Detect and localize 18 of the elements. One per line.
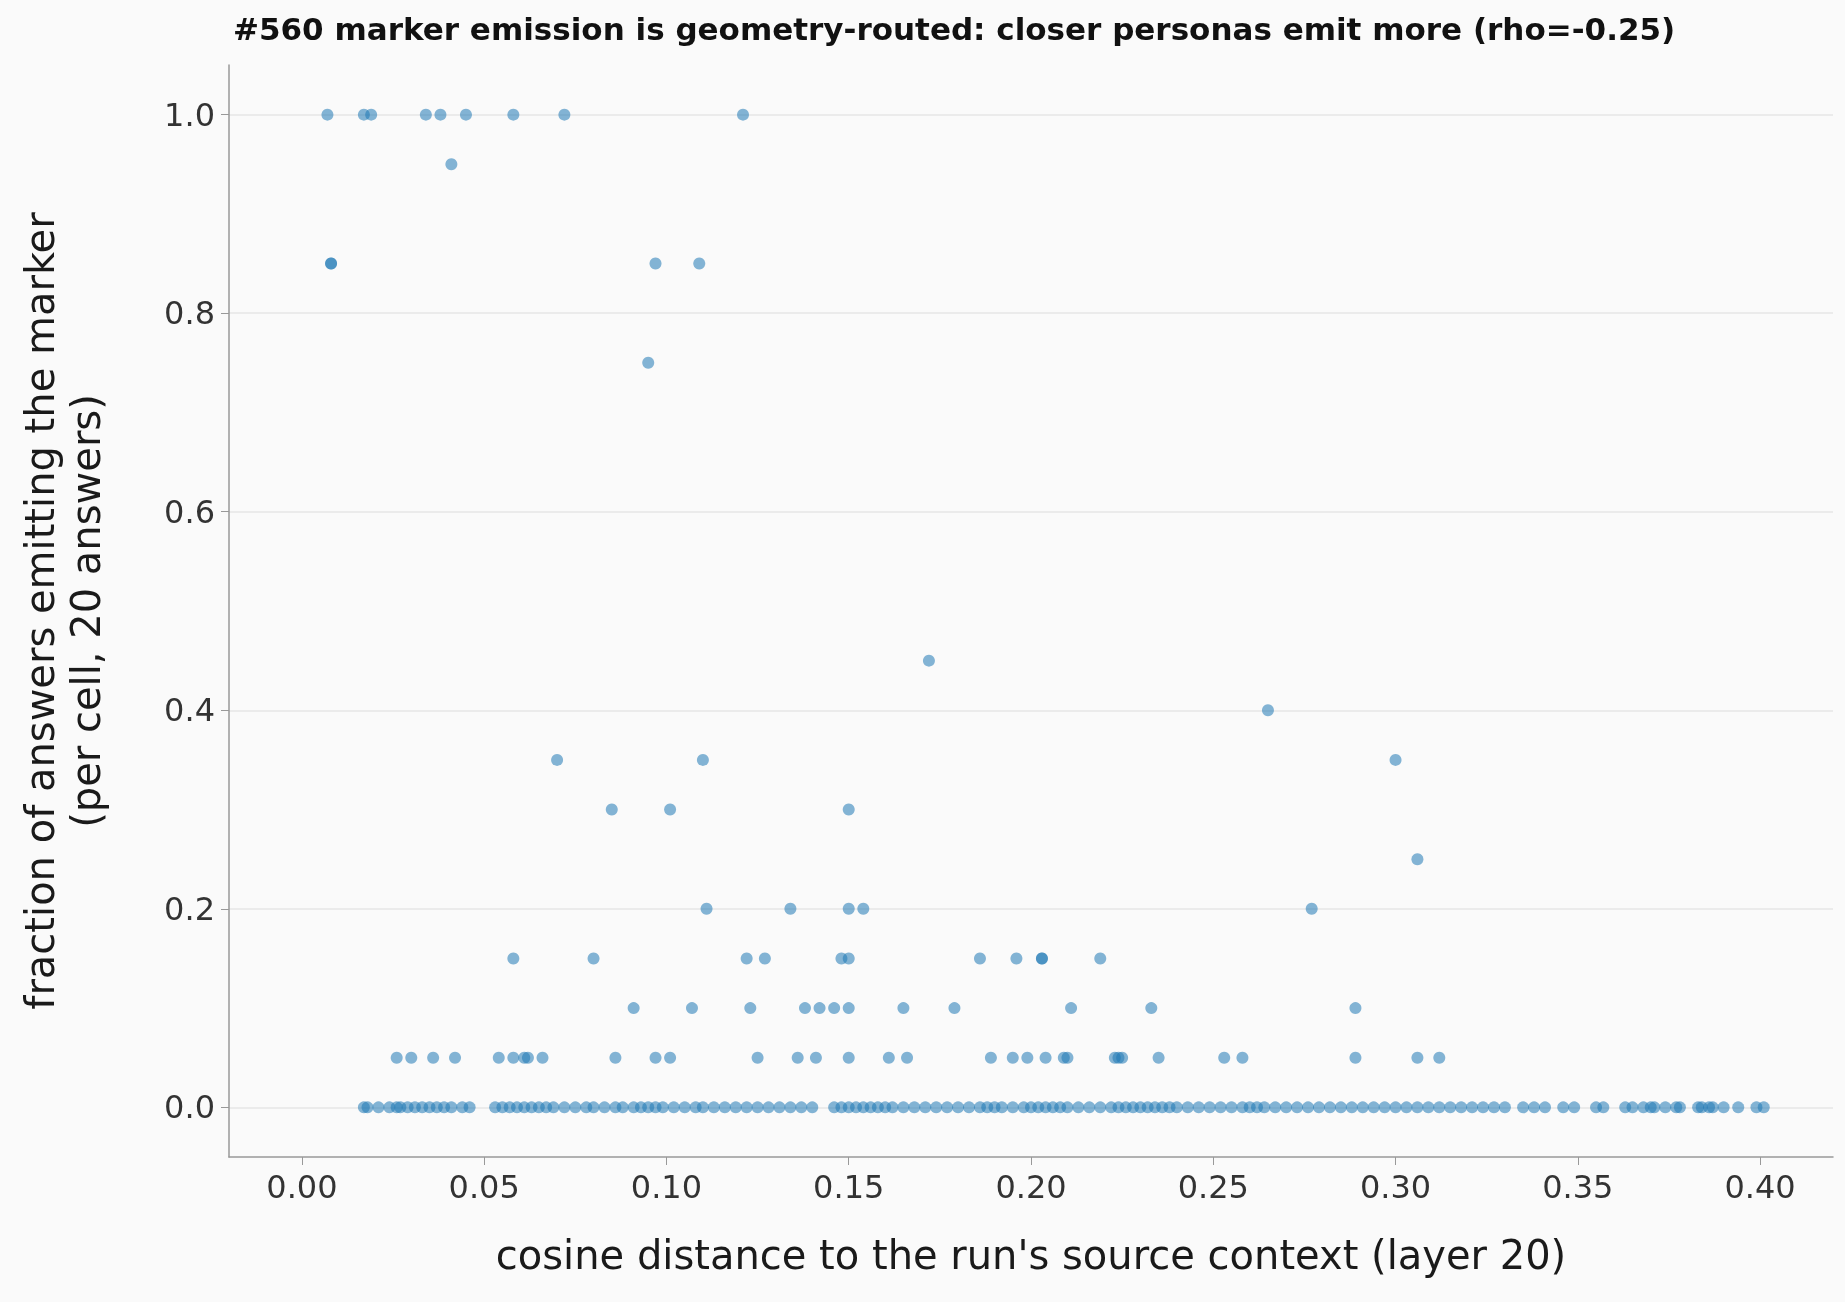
y-tick-label: 0.6 (164, 492, 215, 531)
chart-title: #560 marker emission is geometry-routed: closer personas emit more (rho=-0.25) (233, 10, 1676, 47)
x-tick-label: 0.00 (266, 1168, 338, 1206)
x-tick-label: 0.15 (813, 1168, 885, 1206)
y-tick-label: 1.0 (164, 95, 215, 134)
x-tick-label: 0.05 (448, 1168, 520, 1206)
y-tick-label: 0.2 (164, 889, 215, 928)
x-tick-label: 0.35 (1542, 1168, 1614, 1206)
x-tick-label: 0.25 (1177, 1168, 1249, 1206)
x-tick-label: 0.40 (1724, 1168, 1796, 1206)
y-tick-label: 0.8 (164, 294, 215, 333)
x-tick-label: 0.30 (1359, 1168, 1432, 1206)
y-tick-label: 0.0 (164, 1088, 215, 1127)
y-tick-label: 0.4 (164, 691, 215, 730)
x-axis-title: cosine distance to the run's source context (layer 20) (495, 1232, 1567, 1278)
y-axis-title: fraction of answers emitting the marker (per cell, 20 answers) (17, 211, 109, 1010)
x-tick-label: 0.20 (995, 1168, 1067, 1206)
x-tick-label: 0.10 (630, 1168, 703, 1206)
